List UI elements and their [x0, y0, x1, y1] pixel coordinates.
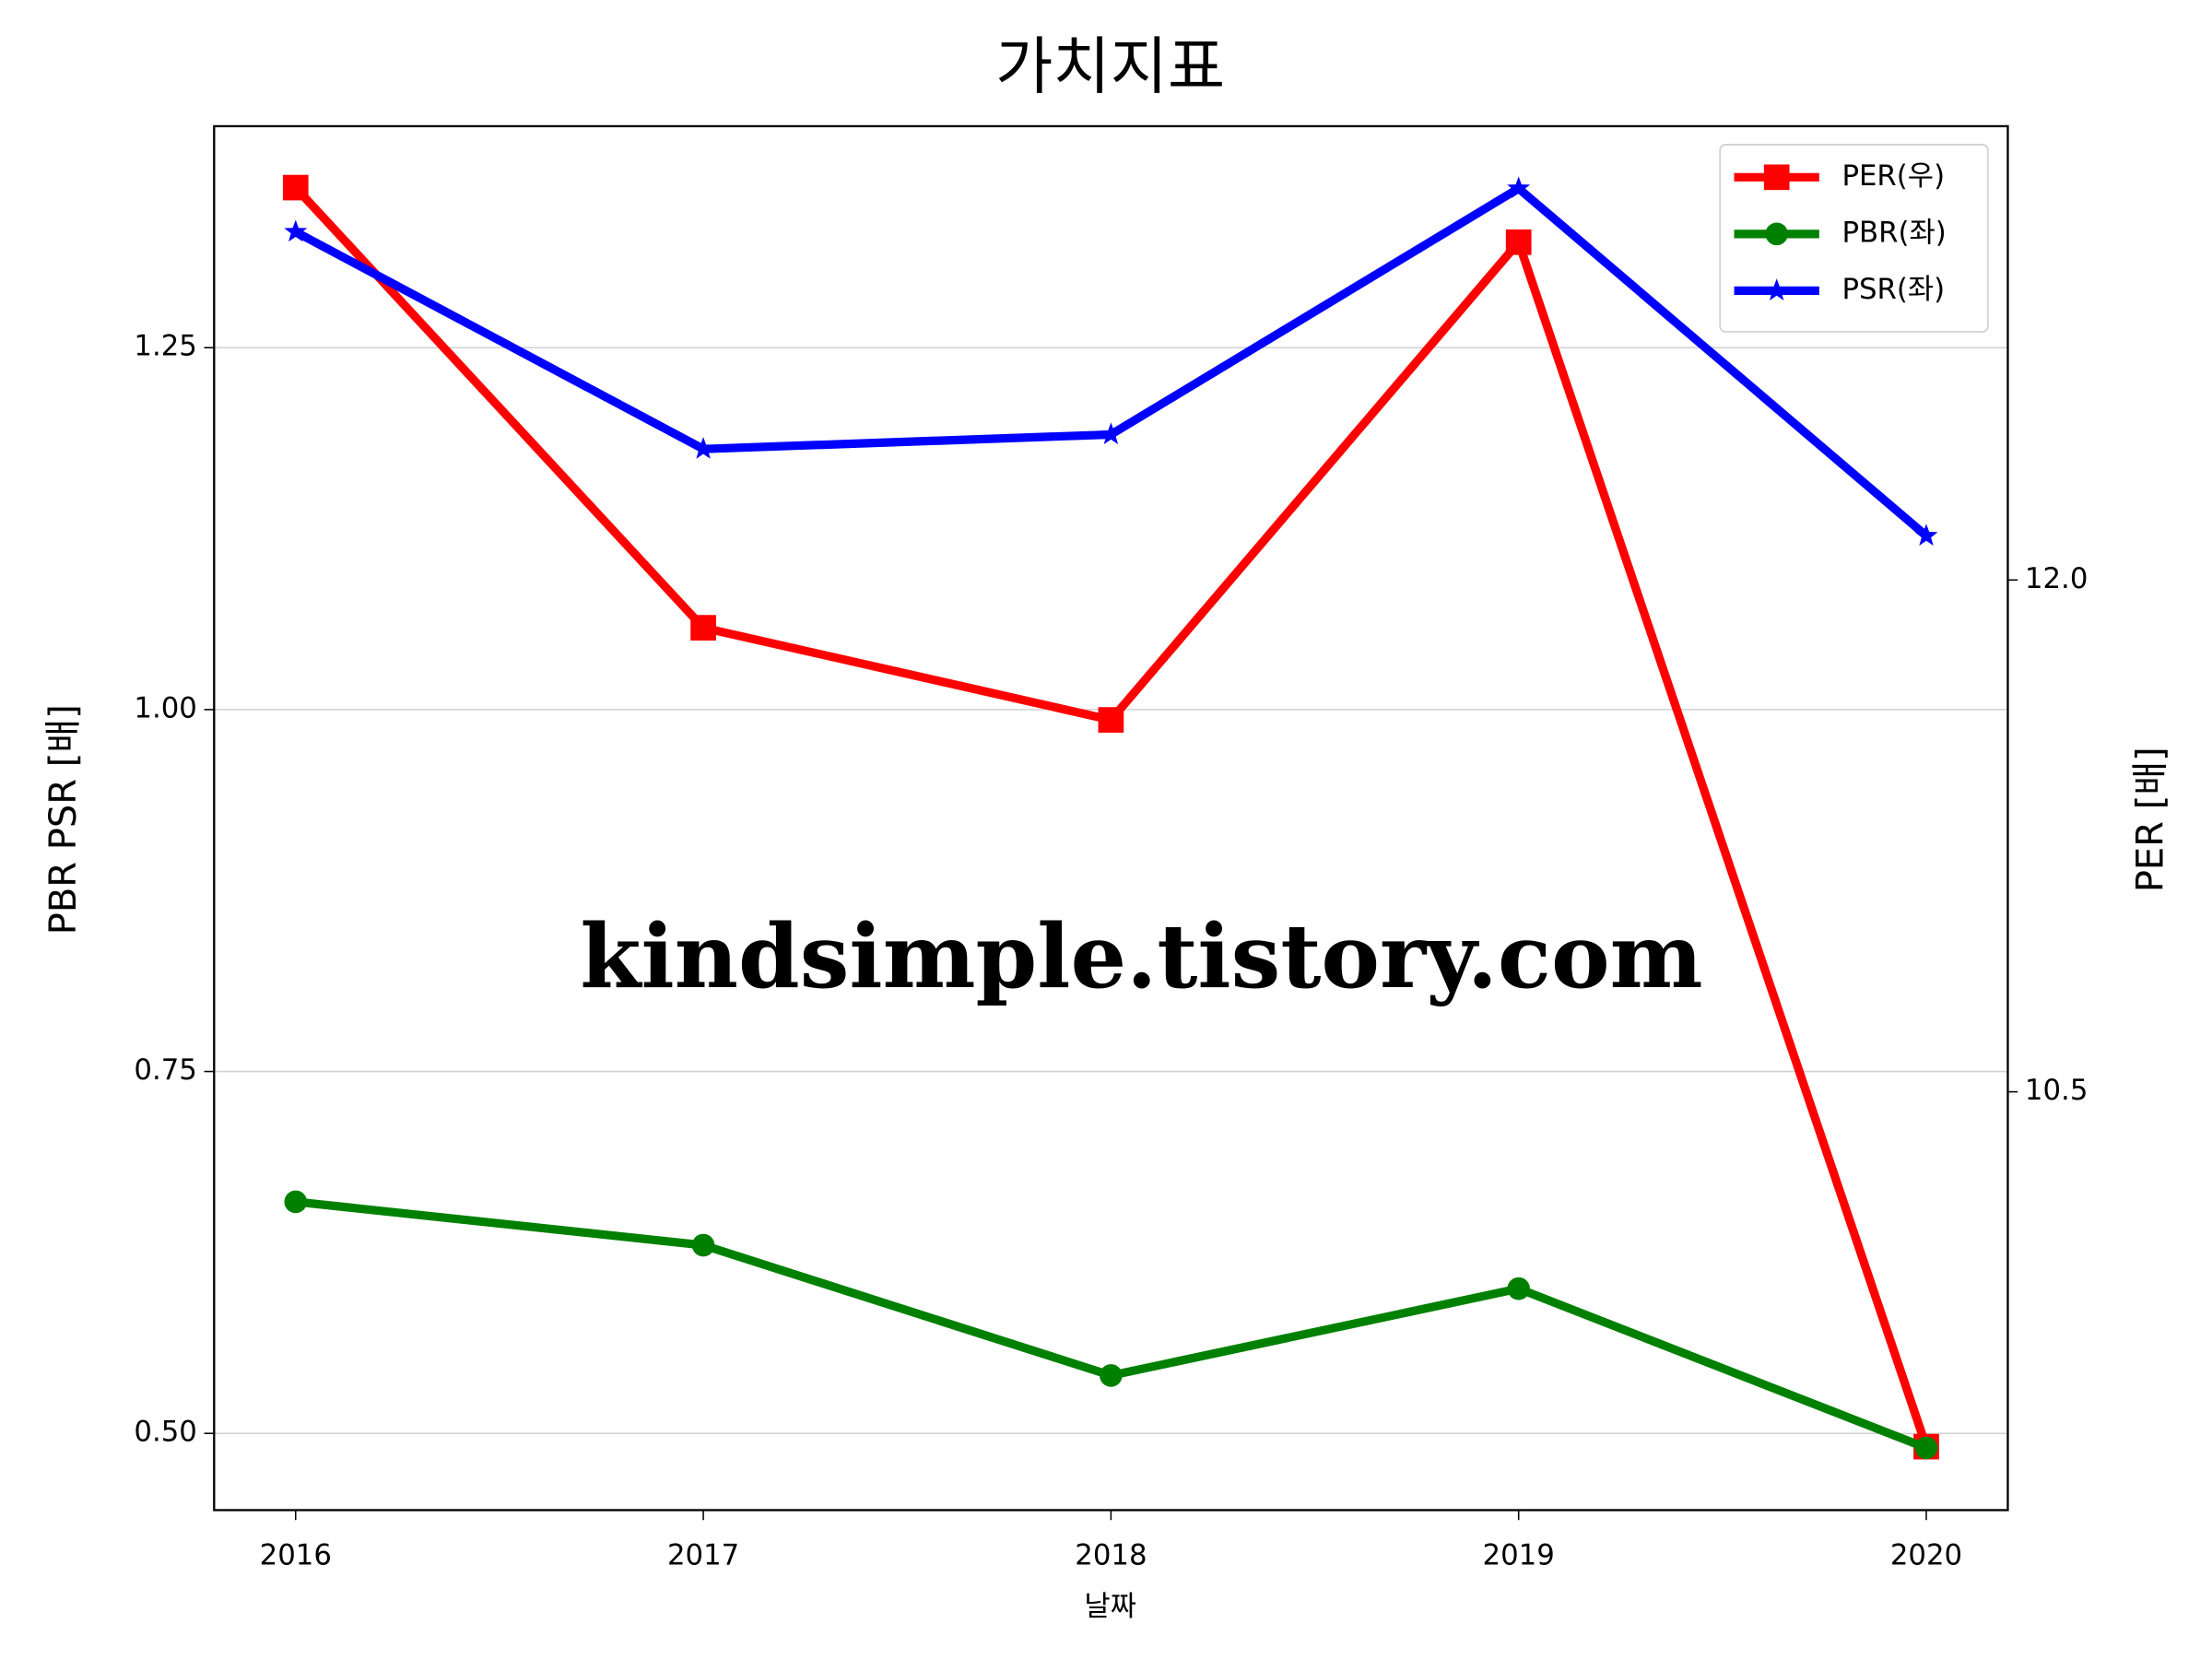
- marker: [1765, 222, 1788, 246]
- marker: [284, 1190, 308, 1214]
- axes-frame: [213, 124, 2009, 1512]
- marker: [691, 1233, 715, 1257]
- marker: [1098, 707, 1124, 733]
- legend-label: PSR(좌): [1841, 273, 1945, 306]
- x-tick-label: 2020: [1890, 1539, 1962, 1572]
- x-tick-label: 2019: [1483, 1539, 1555, 1572]
- legend: PER(우) PBR(좌) PSR(좌): [1719, 144, 1989, 333]
- y-tick-label: 0.50: [134, 1416, 196, 1449]
- marker: [1099, 422, 1123, 445]
- marker: [691, 437, 715, 459]
- x-tick-label: 2016: [260, 1539, 332, 1572]
- marker: [1914, 524, 1938, 546]
- y2-tick-label: 10.5: [2025, 1074, 2088, 1107]
- legend-label: PER(우): [1841, 159, 1945, 193]
- marker: [1505, 229, 1532, 255]
- x-tick-label: 2018: [1075, 1539, 1147, 1572]
- marker: [690, 615, 716, 641]
- marker: [1763, 164, 1790, 191]
- marker: [1507, 176, 1531, 199]
- y-tick-label: 0.75: [134, 1053, 196, 1087]
- marker: [1100, 1364, 1123, 1387]
- legend-label: PBR(좌): [1841, 216, 1946, 249]
- legend-box: [1719, 144, 1989, 333]
- y-tick-label: 1.25: [134, 330, 196, 363]
- marker: [1914, 1436, 1938, 1460]
- marker: [282, 174, 309, 201]
- x-tick-label: 2017: [667, 1539, 739, 1572]
- marker: [284, 219, 308, 242]
- y2-tick-label: 12.0: [2025, 562, 2088, 595]
- marker: [1507, 1277, 1530, 1300]
- marker: [1765, 278, 1789, 300]
- y-tick-label: 1.00: [134, 691, 196, 724]
- x-axis-label: 날짜: [1084, 1590, 1136, 1623]
- y-axis-label: PBR PSR [배]: [42, 704, 85, 935]
- watermark: kindsimple.tistory.com: [580, 905, 1702, 1008]
- chart-title: 가치지표: [995, 29, 1225, 102]
- y2-axis-label: PER [배]: [2129, 747, 2171, 892]
